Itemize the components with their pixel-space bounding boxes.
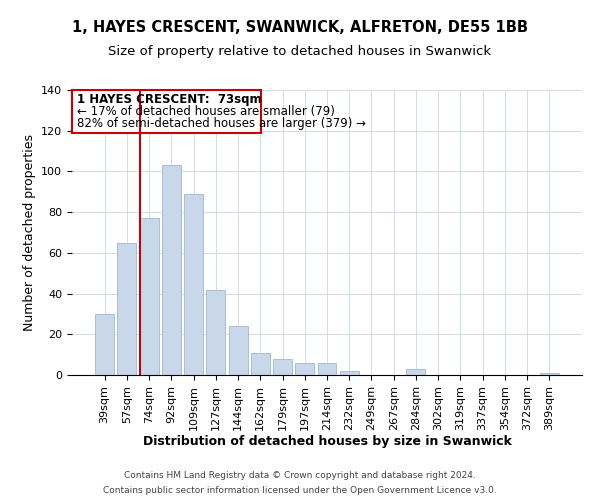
Text: Contains HM Land Registry data © Crown copyright and database right 2024.: Contains HM Land Registry data © Crown c… [124,471,476,480]
Bar [118,242,136,375]
Y-axis label: Number of detached properties: Number of detached properties [23,134,35,331]
Bar [184,194,203,375]
Text: Size of property relative to detached houses in Swanwick: Size of property relative to detached ho… [109,45,491,58]
Bar [229,326,248,375]
Bar [340,371,359,375]
Text: 1, HAYES CRESCENT, SWANWICK, ALFRETON, DE55 1BB: 1, HAYES CRESCENT, SWANWICK, ALFRETON, D… [72,20,528,35]
Bar [406,369,425,375]
Text: Contains public sector information licensed under the Open Government Licence v3: Contains public sector information licen… [103,486,497,495]
Bar [206,290,225,375]
Bar [540,373,559,375]
FancyBboxPatch shape [72,90,262,132]
Bar [140,218,158,375]
X-axis label: Distribution of detached houses by size in Swanwick: Distribution of detached houses by size … [143,436,511,448]
Bar [162,166,181,375]
Text: ← 17% of detached houses are smaller (79): ← 17% of detached houses are smaller (79… [77,106,335,118]
Bar [273,358,292,375]
Text: 1 HAYES CRESCENT:  73sqm: 1 HAYES CRESCENT: 73sqm [77,93,262,106]
Text: 82% of semi-detached houses are larger (379) →: 82% of semi-detached houses are larger (… [77,118,366,130]
Bar [251,352,270,375]
Bar [295,363,314,375]
Bar [95,314,114,375]
Bar [317,363,337,375]
